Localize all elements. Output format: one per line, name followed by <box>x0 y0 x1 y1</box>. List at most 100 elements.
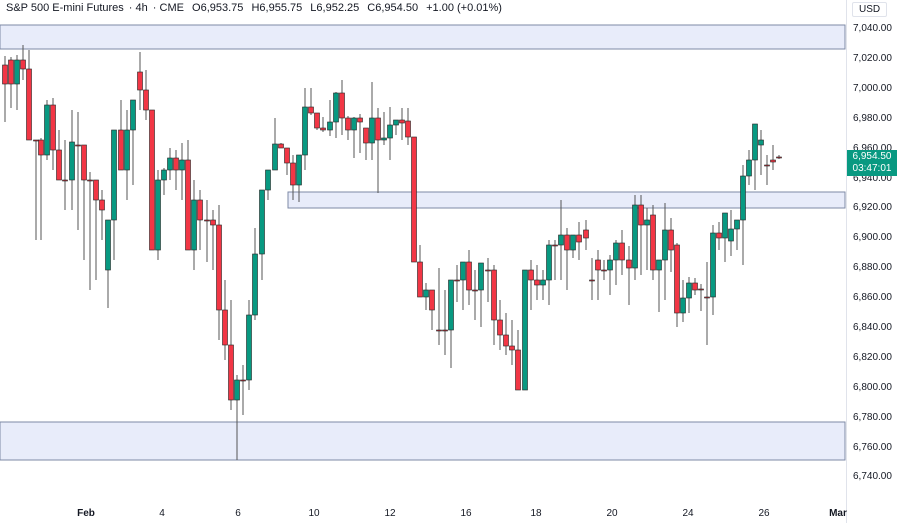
candle[interactable] <box>454 279 460 282</box>
price-axis[interactable] <box>846 0 900 523</box>
candle[interactable] <box>290 162 296 186</box>
candle[interactable] <box>369 117 375 144</box>
candle[interactable] <box>515 349 521 391</box>
candle[interactable] <box>728 228 734 242</box>
candle[interactable] <box>656 259 662 271</box>
candle[interactable] <box>601 269 607 272</box>
candle[interactable] <box>81 144 87 181</box>
candle[interactable] <box>314 112 320 129</box>
candle[interactable] <box>234 379 240 401</box>
candle[interactable] <box>716 232 722 239</box>
candle[interactable] <box>399 119 405 124</box>
candle[interactable] <box>528 269 534 281</box>
candle[interactable] <box>417 261 423 298</box>
candle[interactable] <box>686 282 692 299</box>
candle[interactable] <box>393 119 399 126</box>
candle[interactable] <box>33 139 39 142</box>
candle[interactable] <box>448 279 454 331</box>
candle[interactable] <box>143 89 149 111</box>
candle[interactable] <box>546 244 552 281</box>
candle[interactable] <box>740 175 746 221</box>
candle[interactable] <box>308 106 314 114</box>
candle[interactable] <box>746 159 752 177</box>
candle[interactable] <box>252 253 258 316</box>
currency-label[interactable]: USD <box>852 2 888 17</box>
candle[interactable] <box>638 204 644 226</box>
candle[interactable] <box>284 147 290 164</box>
candle[interactable] <box>607 259 613 271</box>
candle[interactable] <box>185 159 191 251</box>
candle[interactable] <box>191 199 197 251</box>
candle[interactable] <box>302 106 308 156</box>
candle[interactable] <box>558 234 564 246</box>
candle[interactable] <box>589 279 595 282</box>
candle[interactable] <box>595 259 601 271</box>
candle[interactable] <box>503 334 509 347</box>
candle[interactable] <box>216 224 222 311</box>
candle[interactable] <box>265 169 271 191</box>
candle[interactable] <box>583 229 589 239</box>
candle[interactable] <box>478 262 484 291</box>
candle[interactable] <box>674 244 680 314</box>
candle[interactable] <box>411 136 417 263</box>
candle[interactable] <box>351 117 357 131</box>
candle[interactable] <box>704 296 710 299</box>
candle[interactable] <box>87 179 93 182</box>
candle[interactable] <box>50 104 56 151</box>
candle[interactable] <box>375 117 381 141</box>
candle[interactable] <box>460 261 466 281</box>
candle[interactable] <box>210 219 216 226</box>
candle[interactable] <box>698 288 704 291</box>
candle[interactable] <box>8 59 14 85</box>
candle[interactable] <box>405 120 411 138</box>
candle[interactable] <box>423 289 429 298</box>
candle[interactable] <box>93 179 99 201</box>
candle[interactable] <box>38 139 44 156</box>
candle[interactable] <box>734 219 740 230</box>
candle[interactable] <box>167 157 173 171</box>
candle[interactable] <box>173 157 179 171</box>
candle[interactable] <box>75 144 81 147</box>
candle[interactable] <box>118 129 124 171</box>
candle[interactable] <box>576 234 582 243</box>
candle[interactable] <box>644 219 650 226</box>
candle[interactable] <box>626 259 632 269</box>
candle[interactable] <box>327 121 333 131</box>
candle[interactable] <box>613 242 619 261</box>
candle[interactable] <box>387 124 393 139</box>
candle[interactable] <box>668 229 674 251</box>
candle[interactable] <box>429 289 435 311</box>
interval[interactable]: 4h <box>135 2 148 14</box>
candle[interactable] <box>56 149 62 181</box>
candle[interactable] <box>222 309 228 346</box>
candle[interactable] <box>722 212 728 239</box>
candle[interactable] <box>99 199 105 211</box>
candle[interactable] <box>26 68 32 141</box>
candle[interactable] <box>381 137 387 141</box>
candle[interactable] <box>752 123 758 161</box>
candle[interactable] <box>62 179 68 182</box>
candle[interactable] <box>44 104 50 156</box>
candle[interactable] <box>240 379 246 382</box>
candle[interactable] <box>272 143 278 171</box>
candle[interactable] <box>776 156 782 159</box>
candle[interactable] <box>710 232 716 298</box>
candle[interactable] <box>111 129 117 221</box>
candle[interactable] <box>197 199 203 221</box>
candle[interactable] <box>137 71 143 91</box>
candle[interactable] <box>534 279 540 286</box>
candle[interactable] <box>161 169 167 181</box>
candle[interactable] <box>14 59 20 85</box>
candle[interactable] <box>632 204 638 269</box>
candle[interactable] <box>758 139 764 146</box>
candle[interactable] <box>345 117 351 131</box>
candle[interactable] <box>764 164 770 167</box>
candle[interactable] <box>619 242 625 261</box>
candle[interactable] <box>466 261 472 291</box>
support-zone[interactable] <box>0 421 846 461</box>
candle[interactable] <box>570 234 576 251</box>
candle[interactable] <box>105 219 111 271</box>
candlestick-chart[interactable] <box>0 0 846 500</box>
candle[interactable] <box>228 344 234 401</box>
candle[interactable] <box>436 329 442 332</box>
